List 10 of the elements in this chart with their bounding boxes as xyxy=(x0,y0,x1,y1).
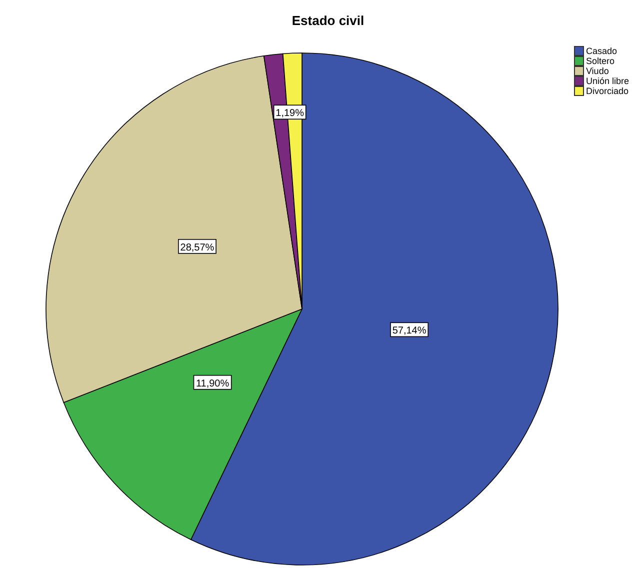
legend-label: Unión libre xyxy=(586,76,629,86)
chart-title: Estado civil xyxy=(292,13,364,28)
legend-label: Casado xyxy=(586,46,617,56)
legend-label: Divorciado xyxy=(586,86,628,96)
data-label: 28,57% xyxy=(180,242,214,254)
data-label: 57,14% xyxy=(392,326,426,337)
data-label: 11,90% xyxy=(196,378,230,390)
data-label: 1,19% xyxy=(276,108,304,120)
legend-label: Soltero xyxy=(586,56,614,66)
legend-label: Viudo xyxy=(586,66,609,76)
